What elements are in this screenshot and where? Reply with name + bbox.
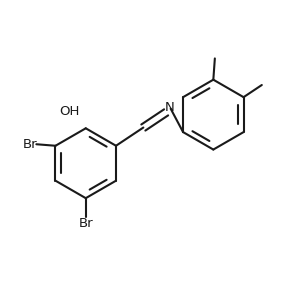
- Text: Br: Br: [79, 217, 93, 230]
- Text: OH: OH: [59, 105, 79, 118]
- Text: Br: Br: [23, 138, 38, 151]
- Text: N: N: [165, 101, 175, 114]
